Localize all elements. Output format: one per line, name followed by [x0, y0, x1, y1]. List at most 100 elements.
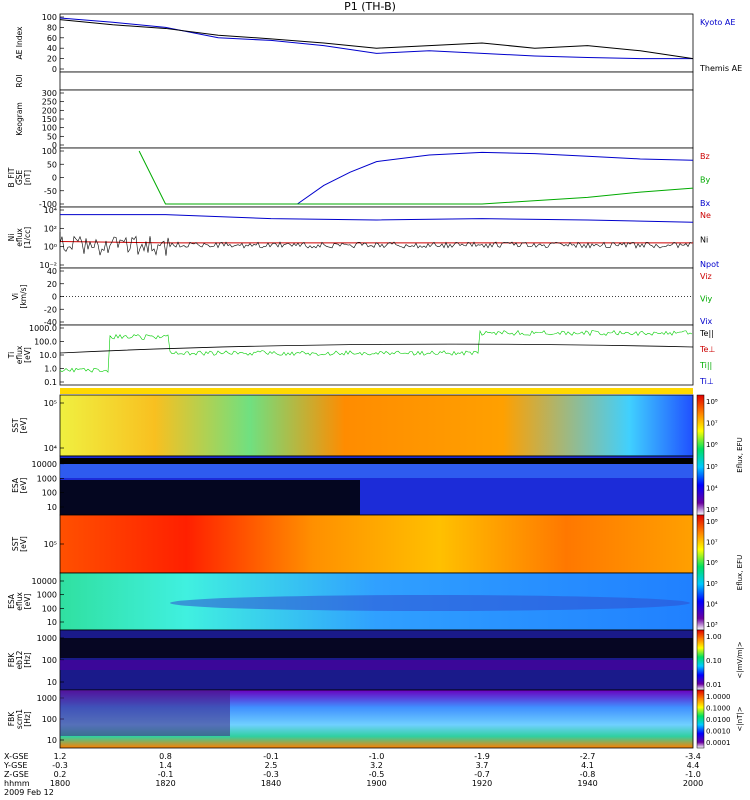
bfit-tick-1: 50 [47, 160, 57, 169]
fbk1-cbar-tick-0: 1.00 [706, 633, 722, 641]
fbk1-colorbar [697, 630, 704, 690]
xaxis-col0-x: 1.2 [54, 752, 67, 761]
esa2-band [170, 595, 690, 611]
keogram-tick-1: 250 [42, 98, 57, 107]
te-legend-1: Te⊥ [699, 345, 715, 354]
esa2-tick-3: 10 [47, 618, 57, 627]
ae-legend-0: Kyoto AE [700, 18, 735, 27]
ni-tick-2: 10⁰ [44, 243, 57, 252]
xaxis-col4-x: -1.9 [474, 752, 490, 761]
sst1-ylabel-1: [eV] [19, 418, 28, 434]
esa1-ylabel-1: [eV] [19, 478, 28, 494]
esa1-tick-2: 100 [42, 489, 57, 498]
fbk2-cbar-tick-3: 0.0010 [706, 728, 731, 736]
ae-tick-2: 60 [47, 34, 57, 43]
xaxis-col4-t: 1920 [472, 779, 492, 788]
xaxis-col2-z: -0.3 [263, 770, 279, 779]
xaxis-col6-y: 4.4 [687, 761, 700, 770]
keogram-tick-2: 200 [42, 106, 57, 115]
vi-tick-3: -20 [44, 305, 57, 314]
fbk2-cbar-label: <|nT|> [736, 706, 744, 731]
eflux1-cbar-tick-2: 10⁶ [706, 441, 718, 449]
fbk1-ylabel-2: [Hz] [23, 652, 32, 668]
te-panel [60, 325, 693, 385]
bfit-legend-2: Bx [700, 199, 710, 208]
xaxis-col6-t: 2000 [683, 779, 703, 788]
keogram-ylabel-0: Keogram [15, 102, 24, 136]
bfit-tick-0: 100 [42, 147, 57, 156]
sst2-tick-0: 10⁵ [44, 540, 57, 549]
sst1-tick-1: 10⁴ [44, 444, 57, 453]
xaxis-col3-x: -1.0 [369, 752, 385, 761]
fbk2-cbar-tick-0: 1.0000 [706, 693, 731, 701]
ni-legend-1: Ni [700, 236, 708, 245]
esa1-tick-0: 10000 [32, 460, 57, 469]
te-legend-3: Ti⊥ [699, 377, 714, 386]
xaxis-col5-x: -2.7 [580, 752, 596, 761]
keogram-tick-4: 100 [42, 124, 57, 133]
esa1-tick-1: 1000 [37, 474, 57, 483]
ni-tick-0: 10⁴ [44, 206, 57, 215]
ae-ylabel-0: AE Index [15, 26, 24, 59]
ae-tick-1: 80 [47, 23, 57, 32]
fbk1-cbar-tick-1: 0.10 [706, 657, 722, 665]
esa1-top-band [60, 458, 693, 464]
eflux2-cbar-tick-4: 10⁴ [706, 600, 718, 608]
ae-panel [60, 14, 693, 72]
xaxis-col2-y: 2.5 [265, 761, 278, 770]
ni-panel [60, 207, 693, 268]
xaxis-rowlabel-0: X-GSE [4, 752, 29, 761]
esa2-ylabel-2: [eV] [23, 594, 32, 610]
eflux2-cbar-tick-3: 10⁵ [706, 580, 718, 588]
te-tick-2: 10.0 [39, 351, 57, 360]
te-tick-4: 0.1 [44, 378, 57, 387]
xaxis-col3-z: -0.5 [369, 770, 385, 779]
esa2-tick-1: 1000 [37, 591, 57, 600]
vi-ylabel-1: [km/s] [19, 284, 28, 308]
xaxis-col5-t: 1940 [577, 779, 597, 788]
bfit-legend-1: By [700, 176, 710, 185]
sst1-tick-0: 10⁵ [44, 399, 57, 408]
fbk2-tick-0: 1000 [37, 694, 57, 703]
sst2-panel [60, 515, 693, 573]
vi-tick-1: 20 [47, 280, 57, 289]
te-legend-2: Ti|| [699, 361, 712, 370]
te-tick-0: 1000.0 [29, 324, 57, 333]
ae-tick-0: 100 [42, 13, 57, 22]
eflux1-cbar-label: Eflux, EFU [736, 437, 744, 472]
roi-panel [60, 72, 693, 90]
keogram-panel [60, 90, 693, 148]
fbk2-cbar-tick-1: 0.1000 [706, 705, 731, 713]
fbk1-cbar-label: <|mV/m|> [736, 641, 744, 678]
fbk1-tick-0: 1000 [37, 634, 57, 643]
eflux1-cbar-tick-4: 10⁴ [706, 484, 718, 492]
ni-legend-0: Ne [700, 211, 711, 220]
eflux2-cbar-tick-2: 10⁶ [706, 559, 718, 567]
orbit-strip [60, 388, 693, 394]
xaxis-col0-y: -0.3 [52, 761, 68, 770]
eflux1-cbar-tick-0: 10⁸ [706, 398, 718, 406]
bfit-tick-3: -50 [44, 187, 57, 196]
eflux2-cbar-tick-5: 10³ [706, 621, 718, 629]
xaxis-col2-x: -0.1 [263, 752, 279, 761]
xaxis-rowlabel-1: Y-GSE [3, 761, 27, 770]
esa1-tick-3: 10 [47, 503, 57, 512]
bfit-ylabel-2: [nT] [23, 170, 32, 185]
ae-tick-5: 0 [52, 65, 57, 74]
vi-tick-2: 0 [52, 293, 57, 302]
eflux2-cbar-tick-1: 10⁷ [706, 539, 718, 547]
xaxis-col3-y: 3.2 [370, 761, 383, 770]
eflux2-cbar-tick-0: 10⁸ [706, 518, 718, 526]
xaxis-col0-t: 1800 [50, 779, 70, 788]
xaxis-rowlabel-3: hhmm [4, 779, 30, 788]
xaxis-col1-t: 1820 [155, 779, 175, 788]
eflux1-cbar-tick-5: 10³ [706, 506, 718, 514]
ni-tick-1: 10² [44, 224, 57, 233]
xaxis-rowlabel-2: Z-GSE [4, 770, 29, 779]
ae-legend-1: Themis AE [699, 64, 742, 73]
fbk1-purple [60, 660, 693, 670]
te-ylabel-2: [eV] [23, 347, 32, 363]
xaxis-col4-y: 3.7 [476, 761, 489, 770]
keogram-tick-3: 150 [42, 115, 57, 124]
